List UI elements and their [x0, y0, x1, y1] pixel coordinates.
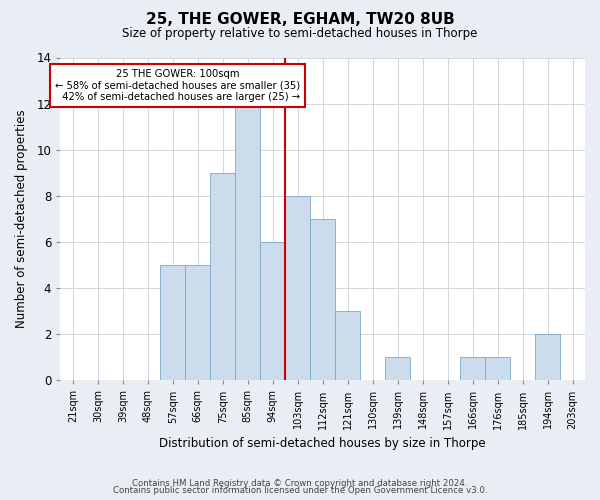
Bar [335, 311, 360, 380]
Bar [160, 265, 185, 380]
Bar [210, 173, 235, 380]
Text: Contains HM Land Registry data © Crown copyright and database right 2024.: Contains HM Land Registry data © Crown c… [132, 478, 468, 488]
Text: Size of property relative to semi-detached houses in Thorpe: Size of property relative to semi-detach… [122, 28, 478, 40]
Y-axis label: Number of semi-detached properties: Number of semi-detached properties [15, 110, 28, 328]
Bar [235, 104, 260, 380]
Bar [310, 219, 335, 380]
Bar [285, 196, 310, 380]
Bar [485, 357, 510, 380]
Text: Contains public sector information licensed under the Open Government Licence v3: Contains public sector information licen… [113, 486, 487, 495]
Bar [535, 334, 560, 380]
Bar [260, 242, 285, 380]
Bar [185, 265, 210, 380]
Text: 25, THE GOWER, EGHAM, TW20 8UB: 25, THE GOWER, EGHAM, TW20 8UB [146, 12, 454, 28]
Bar [385, 357, 410, 380]
Text: 25 THE GOWER: 100sqm
← 58% of semi-detached houses are smaller (35)
  42% of sem: 25 THE GOWER: 100sqm ← 58% of semi-detac… [55, 69, 301, 102]
Bar [460, 357, 485, 380]
X-axis label: Distribution of semi-detached houses by size in Thorpe: Distribution of semi-detached houses by … [160, 437, 486, 450]
